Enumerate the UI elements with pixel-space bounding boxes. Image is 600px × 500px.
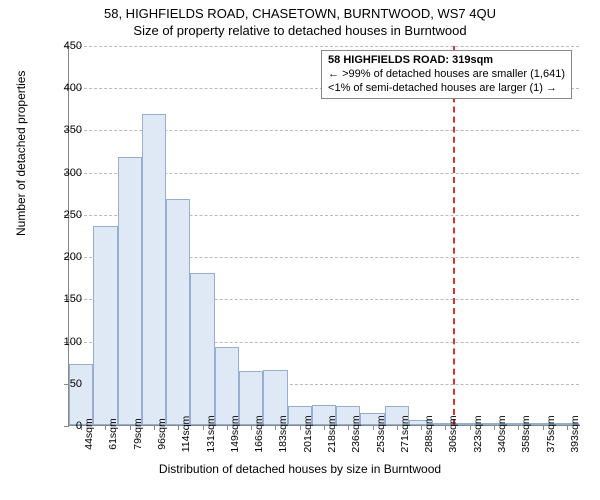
info-line-1: ← >99% of detached houses are smaller (1… <box>328 68 565 82</box>
marker-info-box: 58 HIGHFIELDS ROAD: 319sqm ← >99% of det… <box>321 50 572 99</box>
xtick-label: 253sqm <box>375 415 387 452</box>
xtick-mark <box>227 425 228 430</box>
xtick-label: 149sqm <box>229 415 241 452</box>
xtick-mark <box>543 425 544 430</box>
ytick-label: 450 <box>42 40 82 52</box>
xtick-mark <box>300 425 301 430</box>
chart-title-sub: Size of property relative to detached ho… <box>0 21 600 38</box>
plot-area <box>68 46 578 426</box>
xtick-label: 340sqm <box>496 415 508 452</box>
xtick-label: 166sqm <box>253 415 265 452</box>
xtick-label: 375sqm <box>545 415 557 452</box>
histogram-bar <box>190 273 214 425</box>
xtick-mark <box>154 425 155 430</box>
histogram-bar <box>166 199 190 425</box>
xtick-label: 183sqm <box>277 415 289 452</box>
xtick-label: 288sqm <box>423 415 435 452</box>
xtick-label: 393sqm <box>569 415 581 452</box>
xtick-mark <box>421 425 422 430</box>
xtick-mark <box>324 425 325 430</box>
ytick-label: 200 <box>42 251 82 263</box>
ytick-label: 50 <box>42 378 82 390</box>
xtick-mark <box>130 425 131 430</box>
histogram-bar <box>215 347 239 425</box>
ytick-label: 0 <box>42 420 82 432</box>
xtick-label: 236sqm <box>350 415 362 452</box>
xtick-label: 96sqm <box>156 418 168 450</box>
histogram-bar <box>69 364 93 425</box>
ytick-label: 400 <box>42 82 82 94</box>
histogram-bar <box>142 114 166 425</box>
xtick-label: 323sqm <box>472 415 484 452</box>
xtick-mark <box>203 425 204 430</box>
gridline-h <box>69 46 579 47</box>
xtick-mark <box>470 425 471 430</box>
ytick-label: 350 <box>42 124 82 136</box>
info-title: 58 HIGHFIELDS ROAD: 319sqm <box>328 54 565 68</box>
xtick-label: 114sqm <box>180 416 192 453</box>
ytick-label: 150 <box>42 293 82 305</box>
info-line-2: <1% of semi-detached houses are larger (… <box>328 82 565 96</box>
xtick-label: 306sqm <box>447 415 459 452</box>
xtick-mark <box>567 425 568 430</box>
xtick-mark <box>494 425 495 430</box>
ytick-label: 250 <box>42 209 82 221</box>
xtick-mark <box>251 425 252 430</box>
y-axis-label: Number of detached properties <box>14 71 28 236</box>
xtick-mark <box>397 425 398 430</box>
marker-line <box>453 46 455 425</box>
xtick-label: 131sqm <box>205 415 217 452</box>
xtick-label: 358sqm <box>520 415 532 452</box>
chart-area: 58 HIGHFIELDS ROAD: 319sqm ← >99% of det… <box>68 46 578 426</box>
histogram-bar <box>118 157 142 425</box>
xtick-label: 79sqm <box>132 418 144 450</box>
xtick-label: 44sqm <box>83 418 95 450</box>
xtick-label: 61sqm <box>107 418 119 450</box>
x-axis-label: Distribution of detached houses by size … <box>0 462 600 476</box>
ytick-label: 100 <box>42 336 82 348</box>
xtick-label: 271sqm <box>399 415 411 452</box>
xtick-label: 218sqm <box>326 415 338 452</box>
xtick-mark <box>373 425 374 430</box>
chart-title-main: 58, HIGHFIELDS ROAD, CHASETOWN, BURNTWOO… <box>0 0 600 21</box>
ytick-label: 300 <box>42 167 82 179</box>
histogram-bar <box>93 226 117 425</box>
xtick-label: 201sqm <box>302 415 314 452</box>
